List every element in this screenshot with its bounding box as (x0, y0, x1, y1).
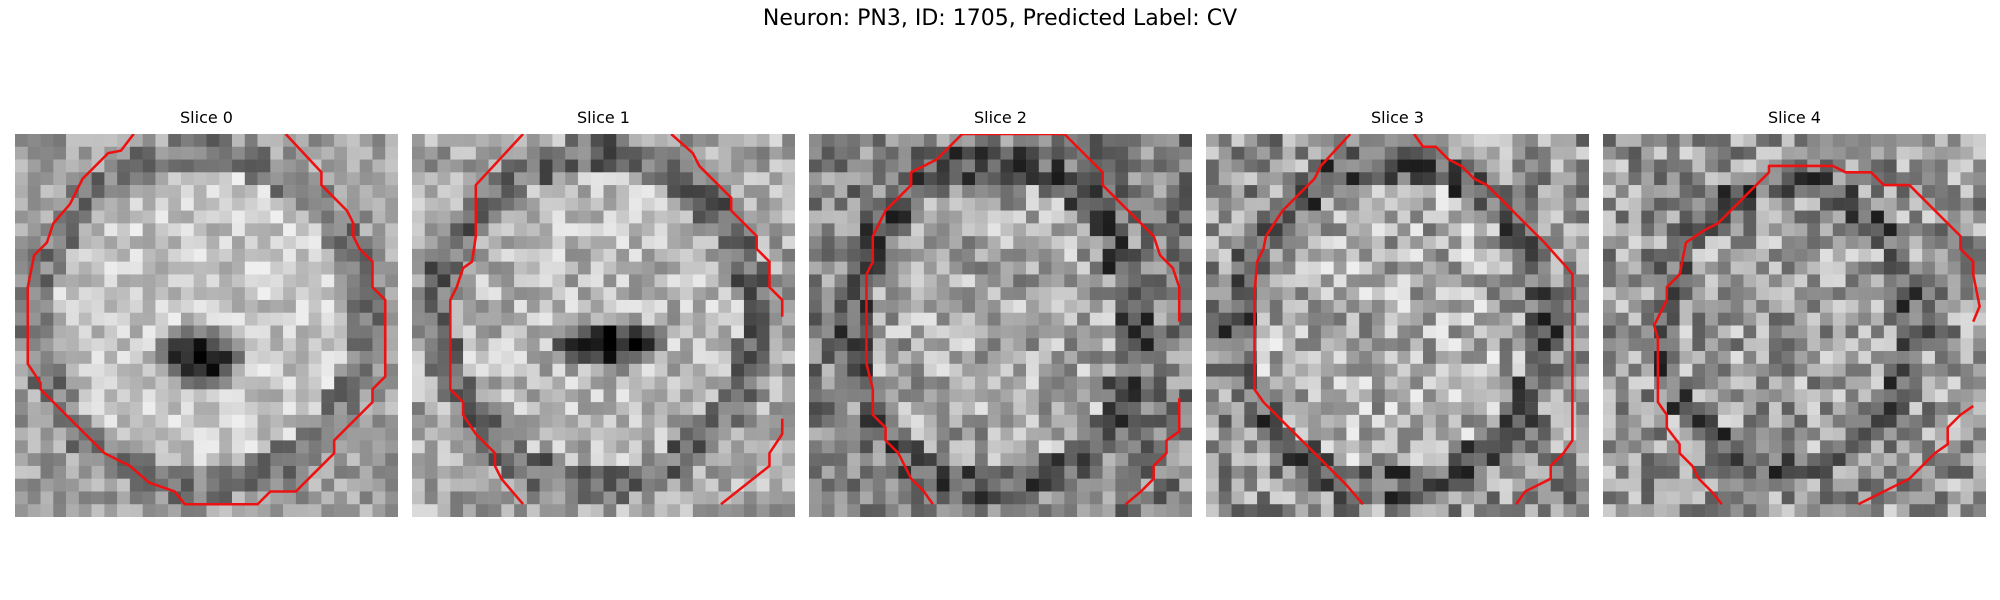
slice-title-4: Slice 4 (1768, 108, 1821, 127)
contour-line (670, 134, 784, 317)
slice-title-2: Slice 2 (974, 108, 1027, 127)
slice-image-1 (412, 134, 795, 517)
slice-title-3: Slice 3 (1371, 108, 1424, 127)
contour-line (449, 134, 525, 506)
contour-line (1413, 134, 1574, 505)
contour-line (1652, 164, 1981, 506)
contour-line (1124, 398, 1181, 506)
contour-line (865, 134, 1181, 505)
contour-line (1857, 404, 1974, 506)
contour-line (1253, 134, 1364, 506)
contour-line (26, 134, 387, 506)
contour-line (720, 418, 784, 506)
slice-title-1: Slice 1 (577, 108, 630, 127)
slice-title-0: Slice 0 (180, 108, 233, 127)
pixel-grid (15, 134, 398, 517)
slice-image-3 (1206, 134, 1589, 517)
figure-title: Neuron: PN3, ID: 1705, Predicted Label: … (762, 6, 1238, 31)
pixel-grid (809, 134, 1192, 517)
slice-image-4 (1603, 134, 1986, 517)
pixel-grid (1603, 134, 1986, 517)
pixel-grid (412, 134, 795, 517)
pixel-grid (1206, 134, 1589, 517)
slice-image-2 (809, 134, 1192, 517)
slice-image-0 (15, 134, 398, 517)
